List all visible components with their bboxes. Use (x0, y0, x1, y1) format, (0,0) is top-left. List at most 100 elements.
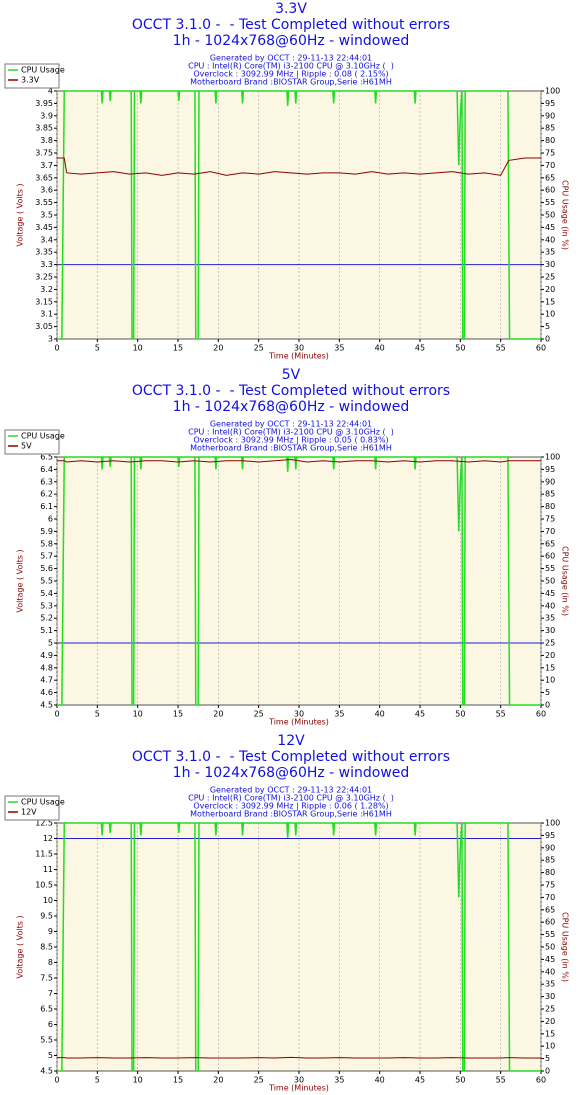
y2-tick-label: 100 (545, 87, 560, 96)
x-tick-label: 45 (415, 344, 425, 353)
y2-tick-label: 95 (545, 99, 555, 108)
x-tick-label: 35 (334, 1076, 344, 1085)
y2-tick-label: 0 (545, 335, 550, 344)
y-tick-label: 5.4 (40, 589, 53, 598)
series-line (57, 157, 541, 176)
x-tick-label: 45 (415, 710, 425, 719)
y-tick-label: 6.4 (40, 465, 53, 474)
x-tick-label: 30 (294, 710, 304, 719)
y-tick-label: 5 (48, 639, 53, 648)
y-tick-label: 3.15 (35, 297, 53, 306)
y-tick-label: 3.55 (35, 198, 53, 207)
y2-tick-label: 5 (545, 688, 550, 697)
y2-tick-label: 25 (545, 1005, 555, 1014)
y-tick-label: 9 (48, 927, 53, 936)
chart-title: OCCT 3.1.0 - - Test Completed without er… (132, 17, 450, 33)
y-tick-label: 5.7 (40, 552, 53, 561)
y-tick-label: 3.1 (40, 310, 53, 319)
info-line: Overclock : 3092.99 MHz | Ripple : 0.08 … (193, 70, 388, 79)
y2-tick-label: 85 (545, 490, 555, 499)
y2-tick-label: 30 (545, 260, 555, 269)
y2-tick-label: 90 (545, 477, 555, 486)
chart-title: 3.3V (275, 1, 307, 17)
info-line: Generated by OCCT : 29-11-13 22:44:01 (210, 54, 372, 63)
y-tick-label: 5.2 (40, 614, 53, 623)
y-tick-label: 4.5 (40, 1067, 53, 1076)
x-tick-label: 50 (455, 1076, 465, 1085)
info-line: CPU : Intel(R) Core(TM) i3-2100 CPU @ 3.… (188, 428, 394, 437)
y2-tick-label: 15 (545, 297, 555, 306)
y-tick-label: 3.8 (40, 136, 53, 145)
legend-box (4, 429, 60, 455)
y-tick-label: 4.9 (40, 651, 53, 660)
series-line (57, 90, 541, 340)
x-tick-label: 50 (455, 710, 465, 719)
x-tick-label: 10 (133, 710, 143, 719)
y2-tick-label: 30 (545, 992, 555, 1001)
info-line: Overclock : 3092.99 MHz | Ripple : 0.06 … (193, 802, 388, 811)
y2-tick-label: 75 (545, 881, 555, 890)
x-tick-label: 15 (173, 1076, 183, 1085)
y-tick-label: 9.5 (40, 912, 53, 921)
legend-box (4, 63, 60, 89)
x-tick-label: 15 (173, 710, 183, 719)
x-tick-label: 55 (496, 1076, 506, 1085)
y-tick-label: 3.9 (40, 111, 53, 120)
x-axis-title: Time (Minutes) (268, 1084, 329, 1093)
y2-axis-title: CPU Usage (in %) (561, 546, 570, 616)
y-tick-label: 3.7 (40, 161, 53, 170)
chart-title: 12V (277, 733, 305, 749)
series-line (57, 822, 541, 1072)
y2-tick-label: 85 (545, 856, 555, 865)
y2-tick-label: 25 (545, 273, 555, 282)
y2-tick-label: 10 (545, 1042, 555, 1051)
y2-tick-label: 50 (545, 211, 555, 220)
x-tick-label: 20 (213, 710, 223, 719)
y2-tick-label: 60 (545, 552, 555, 561)
y2-tick-label: 65 (545, 539, 555, 548)
chart-title: 5V (282, 367, 301, 383)
y-tick-label: 8 (48, 958, 53, 967)
y2-tick-label: 15 (545, 663, 555, 672)
info-line: Motherboard Brand :BIOSTAR Group,Serie :… (190, 78, 392, 87)
info-line: Motherboard Brand :BIOSTAR Group,Serie :… (190, 444, 392, 453)
x-tick-label: 0 (54, 710, 59, 719)
chart-title: 1h - 1024x768@60Hz - windowed (173, 765, 410, 781)
y-tick-label: 5.9 (40, 527, 53, 536)
y-tick-label: 12 (43, 834, 53, 843)
x-axis-title: Time (Minutes) (268, 718, 329, 727)
y2-tick-label: 100 (545, 453, 560, 462)
y-tick-label: 3.75 (35, 149, 53, 158)
x-tick-label: 10 (133, 1076, 143, 1085)
x-tick-label: 20 (213, 344, 223, 353)
series-line (57, 1056, 541, 1059)
y-tick-label: 3.35 (35, 248, 53, 257)
y-tick-label: 3.2 (40, 285, 53, 294)
y2-tick-label: 40 (545, 967, 555, 976)
chart-title: 1h - 1024x768@60Hz - windowed (173, 399, 410, 415)
legend-label: CPU Usage (21, 66, 65, 75)
y2-tick-label: 85 (545, 124, 555, 133)
legend-label: 5V (21, 442, 32, 451)
x-tick-label: 25 (254, 1076, 264, 1085)
y-tick-label: 3.5 (40, 211, 53, 220)
y-tick-label: 3.85 (35, 124, 53, 133)
y2-axis-title: CPU Usage (in %) (561, 912, 570, 982)
x-tick-label: 60 (536, 710, 546, 719)
y-tick-label: 3.65 (35, 173, 53, 182)
y-tick-label: 6.5 (40, 453, 53, 462)
y-tick-label: 6.3 (40, 477, 53, 486)
y-tick-label: 7.5 (40, 974, 53, 983)
y-tick-label: 4.6 (40, 688, 53, 697)
info-line: Motherboard Brand :BIOSTAR Group,Serie :… (190, 810, 392, 819)
x-tick-label: 55 (496, 344, 506, 353)
y2-tick-label: 55 (545, 198, 555, 207)
x-tick-label: 35 (334, 710, 344, 719)
y2-tick-label: 45 (545, 589, 555, 598)
legend-label: 3.3V (21, 76, 40, 85)
y2-axis-title: CPU Usage (in %) (561, 180, 570, 250)
x-tick-label: 0 (54, 344, 59, 353)
y2-tick-label: 75 (545, 149, 555, 158)
x-tick-label: 20 (213, 1076, 223, 1085)
y-tick-label: 5.8 (40, 539, 53, 548)
